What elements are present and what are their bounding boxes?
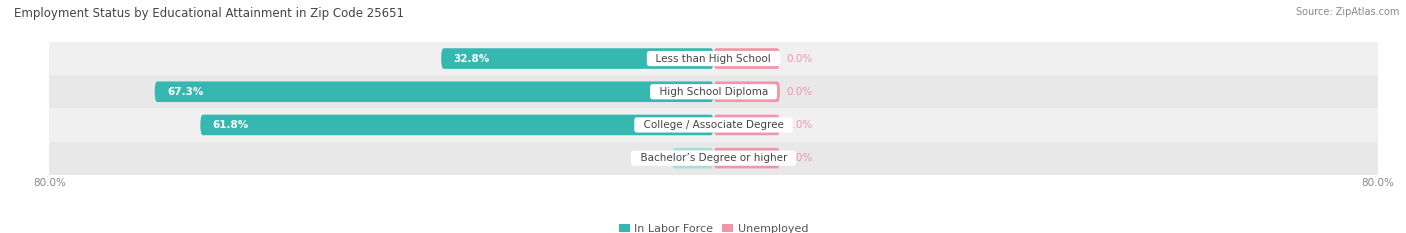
Text: College / Associate Degree: College / Associate Degree [637, 120, 790, 130]
FancyBboxPatch shape [441, 48, 713, 69]
Bar [49, 142, 1378, 175]
FancyBboxPatch shape [713, 82, 780, 102]
Text: High School Diploma: High School Diploma [652, 87, 775, 97]
Text: 67.3%: 67.3% [167, 87, 204, 97]
FancyBboxPatch shape [713, 115, 780, 135]
FancyBboxPatch shape [713, 48, 780, 69]
Text: 0.0%: 0.0% [786, 153, 813, 163]
Text: 32.8%: 32.8% [454, 54, 489, 64]
Text: 61.8%: 61.8% [212, 120, 249, 130]
FancyBboxPatch shape [155, 82, 713, 102]
Text: Less than High School: Less than High School [650, 54, 778, 64]
Bar [49, 42, 1378, 75]
Text: Source: ZipAtlas.com: Source: ZipAtlas.com [1295, 7, 1399, 17]
Text: 0.0%: 0.0% [786, 87, 813, 97]
Text: 0.0%: 0.0% [640, 153, 665, 163]
FancyBboxPatch shape [713, 148, 780, 168]
Bar [49, 75, 1378, 108]
Text: Bachelor’s Degree or higher: Bachelor’s Degree or higher [634, 153, 793, 163]
Bar [49, 108, 1378, 142]
Text: Employment Status by Educational Attainment in Zip Code 25651: Employment Status by Educational Attainm… [14, 7, 404, 20]
FancyBboxPatch shape [200, 115, 713, 135]
Legend: In Labor Force, Unemployed: In Labor Force, Unemployed [614, 219, 813, 233]
Text: 0.0%: 0.0% [786, 120, 813, 130]
Text: 0.0%: 0.0% [786, 54, 813, 64]
FancyBboxPatch shape [672, 148, 713, 168]
